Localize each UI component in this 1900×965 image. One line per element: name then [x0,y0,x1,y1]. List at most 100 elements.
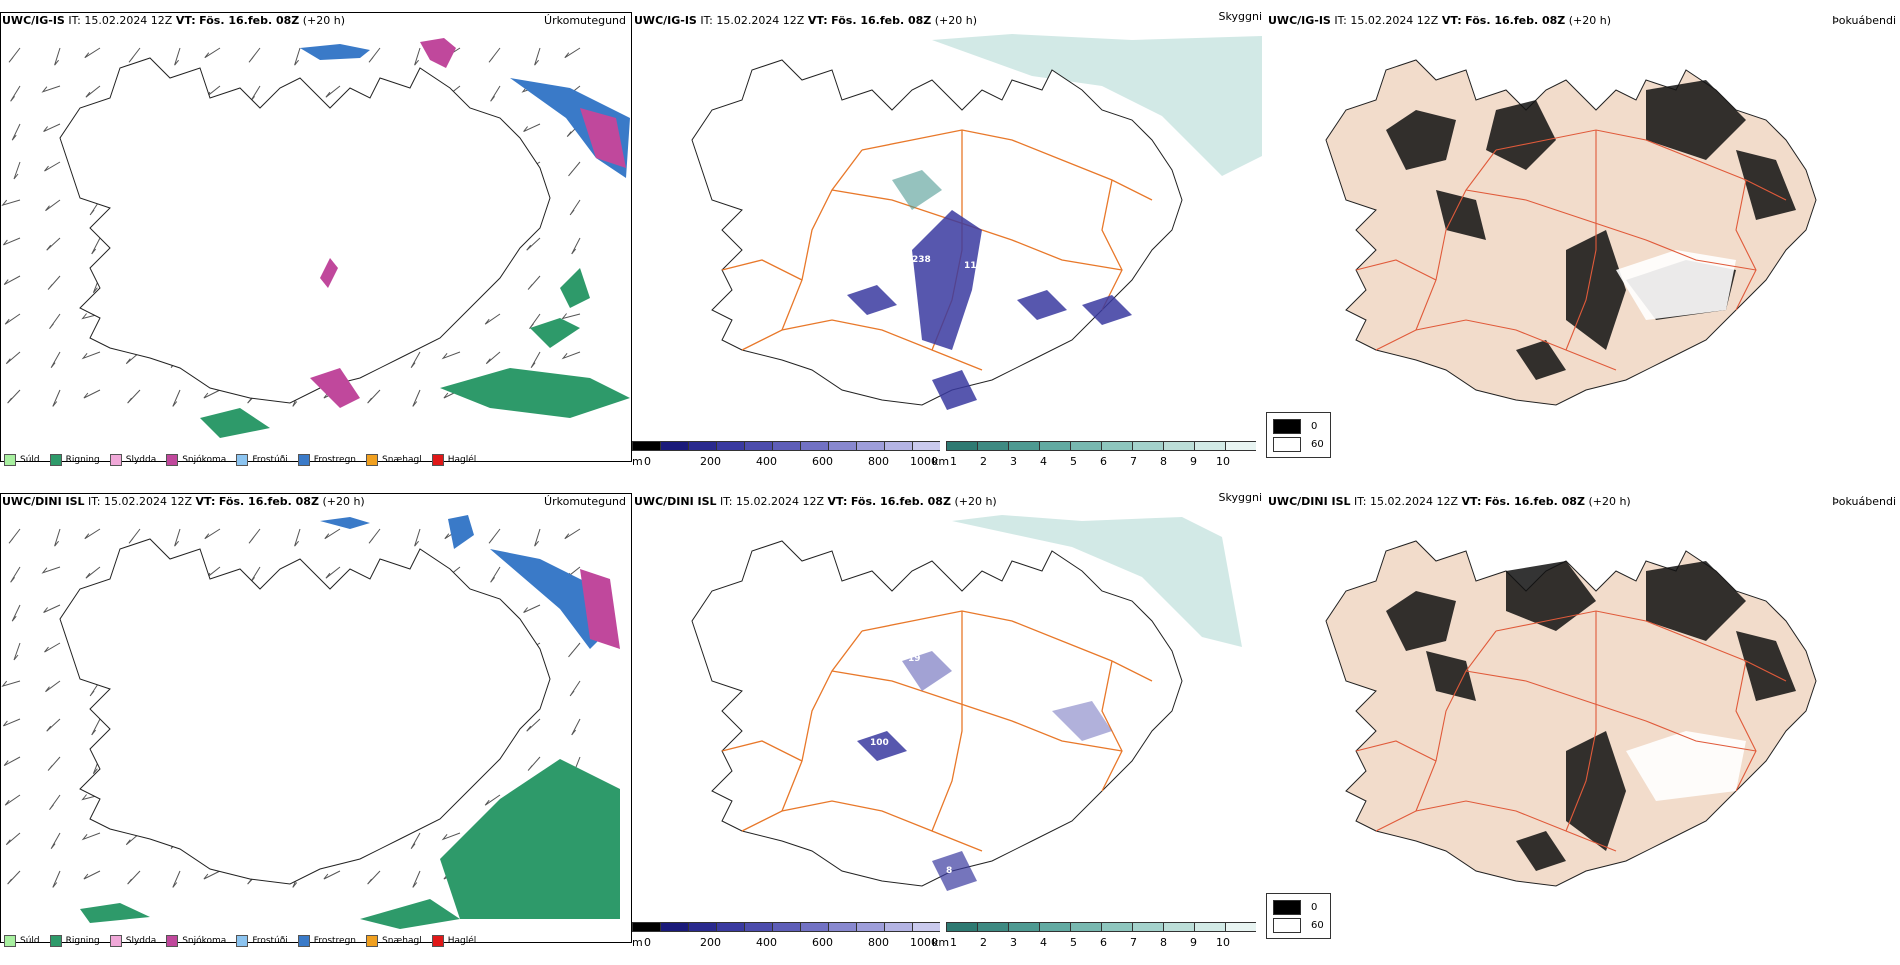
wind-barb [1,199,21,207]
visibility-value-label: 100 [870,738,889,748]
legend-label: Snæhagl [382,936,422,946]
wind-barb [81,832,101,841]
wind-barb [44,161,61,172]
tick-label: 4 [1040,455,1047,468]
wind-barb [204,528,221,540]
road-line [1465,189,1757,271]
wind-barb [13,161,21,180]
tick-label: 10 [1216,455,1230,468]
tick-label: 3 [1010,455,1017,468]
wind-barb [85,85,101,98]
colorbar-segment [856,922,884,932]
colorbar-segment [1194,441,1225,451]
road-network [1355,129,1787,371]
precip-title: Úrkomutegund [544,14,626,27]
colorbar-segment [1101,441,1132,451]
fog-map-top [1325,59,1817,406]
legend-item: Slydda [109,454,156,466]
wind-barb [8,47,21,63]
map-frame [0,493,632,943]
it-value: 15.02.2024 12Z [1350,14,1439,27]
wind-barb [10,566,21,583]
legend-label: Rigning [65,455,100,465]
legend-swatch [431,935,444,947]
wind-barb [13,642,21,661]
model-name: UWC/DINI ISL [1268,495,1351,508]
precip-legend: Súld Rigning Slydda Snjókoma Frostúði Fr… [4,454,476,466]
tick-label: 0 [644,455,651,468]
visibility-title: Skyggni [1218,491,1262,504]
wind-barb [534,528,541,547]
colorbar-segment [744,922,772,932]
wind-barb [571,718,581,736]
wind-barb [45,199,61,212]
wind-barb [367,389,381,404]
tick-label: 3 [1010,936,1017,949]
iceland-outline [691,540,1183,887]
wind-barb [527,275,541,290]
colorbar-segment [977,441,1008,451]
wind-barb [529,313,541,330]
it-value: 15.02.2024 12Z [84,14,173,27]
visibility-value-label: 15 [1086,219,1099,229]
visibility-panel-bottom: UWC/DINI ISL IT: 15.02.2024 12Z VT: Fös.… [632,491,1266,965]
legend-item: Súld [4,454,40,466]
road-line [721,740,803,762]
wind-barb [174,528,181,547]
visibility-value-label: 238 [912,255,931,265]
panel-header: UWC/DINI ISL IT: 15.02.2024 12Z VT: Fös.… [2,495,365,508]
lead-time: (+20 h) [322,495,365,508]
unit-label: m [632,455,643,468]
road-line [741,319,983,371]
wind-barb [84,47,101,59]
legend-item: Rigning [49,454,100,466]
wind-barb [3,237,21,246]
wind-barb [128,47,141,63]
wind-barb [46,718,61,732]
wind-barb [7,389,21,404]
legend-label: Súld [20,936,40,946]
colorbar-segment [1070,441,1101,451]
wind-barb [410,832,421,850]
fog-legend-top: 0 60 [1266,412,1331,458]
tick-label: 9 [1190,455,1197,468]
visibility-value-label: 94 [1026,271,1039,281]
wind-barb [41,85,61,93]
map-frame [0,12,632,462]
colorbar-segment [1163,922,1194,932]
precip-map-top [1,38,630,438]
vt-label: VT: [195,495,216,508]
colorbar-segments [632,436,944,455]
wind-barb [490,85,501,102]
tick-label: 5 [1070,455,1077,468]
colorbar-segment [744,441,772,451]
vt-label: VT: [1441,14,1462,27]
wind-barb [4,794,21,806]
wind-barb [564,528,581,540]
colorbar-segment [772,922,800,932]
colorbar-segment [716,922,744,932]
wind-barb [410,351,421,369]
legend-label: Haglél [447,936,477,946]
panel-header: UWC/IG-IS IT: 15.02.2024 12Z VT: Fös. 16… [1268,14,1611,27]
panel-header: UWC/DINI ISL IT: 15.02.2024 12Z VT: Fös.… [1268,495,1631,508]
panel-header: UWC/DINI ISL IT: 15.02.2024 12Z VT: Fös.… [634,495,997,508]
colorbar-segment [632,922,660,932]
colorbar-segments [946,917,1262,936]
fog-blobs [1386,561,1796,871]
fog-label: 0 [1311,901,1318,913]
colorbar-segment [716,441,744,451]
wind-barb [52,389,61,407]
wind-barb [54,528,61,547]
colorbar-segment [660,922,688,932]
wind-barb [484,794,501,806]
wind-barb [325,85,341,98]
tick-label: 9 [1190,936,1197,949]
visibility-value-label: 226 [894,241,913,251]
wind-barb [172,389,181,407]
wind-barb [414,528,421,547]
visibility-value-label: 96 [894,279,907,289]
wind-barb [5,351,21,365]
visibility-value-label: 65 [766,251,779,261]
wind-barb [50,832,61,850]
